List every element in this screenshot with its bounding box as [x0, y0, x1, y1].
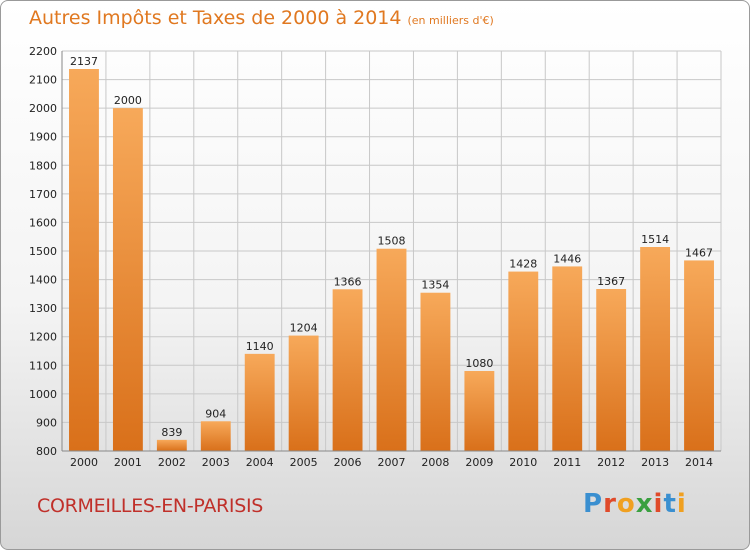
- data-label: 1140: [246, 340, 274, 353]
- data-label: 1514: [641, 233, 669, 246]
- proxiti-logo: Proxiti: [583, 489, 687, 519]
- y-tick-label: 800: [36, 445, 57, 458]
- y-tick-label: 2000: [29, 102, 57, 115]
- x-tick-label: 2002: [158, 456, 186, 469]
- bar: [420, 292, 451, 451]
- y-tick-label: 2200: [29, 45, 57, 58]
- logo-letter: t: [663, 489, 677, 519]
- bar: [156, 439, 187, 451]
- data-label: 1467: [685, 246, 713, 259]
- bar: [332, 289, 363, 451]
- x-tick-label: 2013: [641, 456, 669, 469]
- bar: [596, 289, 627, 451]
- x-tick-label: 2004: [246, 456, 274, 469]
- logo-letter: P: [583, 489, 604, 519]
- logo-letter: o: [616, 489, 636, 519]
- y-tick-label: 1700: [29, 188, 57, 201]
- bars: 2137 2000 839 904 1140 1204 1366 1508 1354 1080 14…: [69, 55, 714, 452]
- x-tick-label: 2011: [553, 456, 581, 469]
- bar: [552, 266, 583, 451]
- x-tick-label: 2012: [597, 456, 625, 469]
- bar: [69, 69, 99, 451]
- axes: 800 900 1000 1100 1200 1300 1400 1500 1600 1700 18…: [29, 45, 721, 469]
- logo-letter: r: [603, 489, 617, 519]
- bar: [640, 247, 671, 451]
- bar: [200, 421, 231, 451]
- data-label: 1080: [465, 357, 493, 370]
- y-tick-label: 2100: [29, 74, 57, 87]
- y-tick-label: 1600: [29, 216, 57, 229]
- logo-letter: i: [676, 489, 687, 519]
- bar: [376, 248, 407, 451]
- bar: [464, 371, 495, 451]
- x-tick-label: 2009: [465, 456, 493, 469]
- data-label: 1428: [509, 258, 537, 271]
- bar: [244, 353, 275, 451]
- y-tick-label: 1800: [29, 159, 57, 172]
- data-label: 1508: [378, 235, 406, 248]
- data-label: 839: [161, 426, 182, 439]
- x-tick-label: 2014: [685, 456, 713, 469]
- y-tick-label: 1900: [29, 131, 57, 144]
- y-tick-label: 1000: [29, 388, 57, 401]
- x-tick-label: 2005: [290, 456, 318, 469]
- y-tick-label: 1400: [29, 274, 57, 287]
- x-tick-label: 2001: [114, 456, 142, 469]
- data-label: 1367: [597, 275, 625, 288]
- logo-letter: i: [653, 489, 664, 519]
- data-label: 2137: [70, 55, 98, 68]
- data-label: 2000: [114, 94, 142, 107]
- data-label: 1354: [421, 279, 449, 292]
- x-tick-label: 2003: [202, 456, 230, 469]
- logo-letter: x: [635, 489, 654, 519]
- title-row: Autres Impôts et Taxes de 2000 à 2014 (en…: [29, 7, 494, 29]
- data-label: 1446: [553, 252, 581, 265]
- commune-name: CORMEILLES-EN-PARISIS: [37, 495, 264, 517]
- x-tick-label: 2006: [334, 456, 362, 469]
- bar: [684, 260, 714, 451]
- bar: [288, 335, 319, 451]
- x-tick-label: 2007: [378, 456, 406, 469]
- x-tick-label: 2008: [421, 456, 449, 469]
- x-tick-label: 2000: [70, 456, 98, 469]
- y-tick-label: 900: [36, 416, 57, 429]
- y-tick-label: 1500: [29, 245, 57, 258]
- x-tick-label: 2010: [509, 456, 537, 469]
- y-tick-label: 1100: [29, 359, 57, 372]
- chart-unit: (en milliers d'€): [407, 14, 494, 27]
- data-label: 904: [205, 407, 226, 420]
- chart-title: Autres Impôts et Taxes de 2000 à 2014: [29, 7, 402, 29]
- data-label: 1366: [334, 275, 362, 288]
- bar: [112, 108, 143, 452]
- data-label: 1204: [290, 322, 318, 335]
- y-tick-label: 1300: [29, 302, 57, 315]
- bar: [508, 271, 539, 451]
- y-tick-label: 1200: [29, 331, 57, 344]
